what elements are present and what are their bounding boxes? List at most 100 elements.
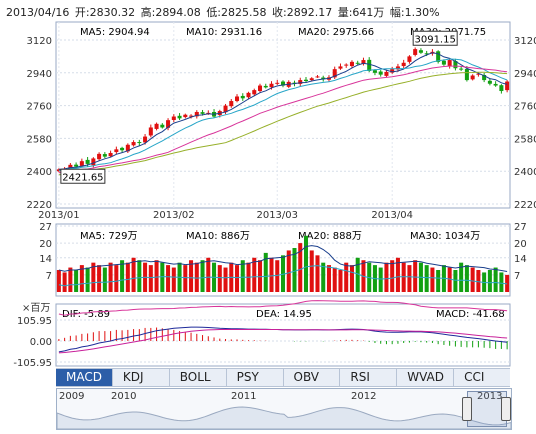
- candle: [114, 149, 119, 153]
- volume-bar: [401, 262, 406, 292]
- volume-bar: [395, 257, 400, 292]
- date-range-navigator[interactable]: 2009 2010 2011 2012 2013: [56, 388, 512, 430]
- navigator-area: [57, 406, 511, 429]
- price-ytick-left: 2400: [27, 167, 52, 178]
- candle: [194, 111, 199, 117]
- low-annotation-label: 2421.65: [62, 172, 103, 183]
- price-ytick-right: 2940: [514, 69, 536, 80]
- indicator-tabs: MACD KDJ BOLL PSY OBV RSI WVAD CCI: [56, 368, 510, 387]
- volume-legend-ma20: MA20: 888万: [298, 231, 362, 242]
- price-ytick-right: 2580: [514, 134, 536, 145]
- candle: [378, 71, 383, 75]
- tab-kdj[interactable]: KDJ: [113, 369, 170, 386]
- volume-ytick-right: 20: [514, 239, 527, 250]
- volume-ma10-line: [58, 265, 508, 287]
- candle: [424, 53, 429, 55]
- candle: [321, 77, 326, 80]
- navigator-sparkline: [57, 406, 511, 429]
- high-annotation-box: [412, 30, 458, 46]
- tab-macd[interactable]: MACD: [56, 369, 113, 386]
- tab-cci[interactable]: CCI: [464, 370, 485, 384]
- candle: [275, 82, 280, 84]
- candle: [505, 81, 510, 91]
- candle: [246, 92, 251, 98]
- volume-bar: [315, 255, 320, 292]
- candle: [200, 112, 205, 114]
- volume-bar: [189, 260, 194, 292]
- volume-bar: [470, 267, 475, 292]
- navigator-year-2009: 2009: [59, 391, 85, 402]
- price-legend-ma10: MA10: 2931.16: [186, 27, 263, 38]
- quote-low: 低:2825.58: [206, 6, 267, 19]
- volume-bar: [453, 270, 458, 292]
- tab-obv[interactable]: OBV: [284, 369, 341, 386]
- price-ytick-left: 3120: [27, 36, 52, 47]
- volume-bar: [309, 250, 314, 292]
- volume-bar: [424, 265, 429, 292]
- candle: [464, 68, 469, 81]
- navigator-left-handle[interactable]: [462, 397, 472, 421]
- candle: [235, 96, 240, 102]
- candle: [97, 153, 102, 160]
- quote-close: 收:2892.17: [272, 6, 333, 19]
- tab-psy[interactable]: PSY: [227, 369, 284, 386]
- candle: [223, 105, 228, 113]
- price-legend-ma5: MA5: 2904.94: [80, 27, 150, 38]
- volume-bar: [476, 270, 481, 292]
- candle: [447, 60, 452, 67]
- price-xtick: 2013/02: [153, 210, 195, 221]
- volume-bar: [120, 260, 125, 292]
- candle: [85, 159, 90, 164]
- candle: [102, 154, 107, 157]
- macd-ytick-left: 0.00: [30, 337, 52, 348]
- candle: [390, 69, 395, 73]
- volume-bar: [459, 262, 464, 292]
- volume-ma5-line: [58, 245, 508, 272]
- high-annotation-label: 3091.15: [414, 34, 455, 45]
- navigator-year-2010: 2010: [111, 391, 137, 402]
- candle: [338, 66, 343, 69]
- volume-bar: [154, 260, 159, 292]
- price-ytick-left: 2220: [27, 200, 52, 211]
- navigator-right-handle[interactable]: [501, 397, 511, 421]
- candle: [315, 76, 320, 78]
- candle: [344, 64, 349, 66]
- candle: [332, 69, 337, 78]
- volume-bar: [194, 262, 199, 292]
- candle: [74, 164, 79, 167]
- tab-rsi[interactable]: RSI: [340, 369, 398, 386]
- candle: [361, 60, 366, 65]
- volume-bar: [464, 265, 469, 292]
- volume-bar: [430, 267, 435, 292]
- candle: [372, 70, 377, 73]
- volume-bar: [68, 267, 73, 292]
- candle: [258, 85, 263, 92]
- navigator-year-2012: 2012: [351, 391, 377, 402]
- volume-bar: [487, 270, 492, 292]
- candle: [91, 158, 96, 166]
- volume-bar: [413, 260, 418, 292]
- candle: [441, 60, 446, 65]
- volume-bar: [355, 257, 360, 292]
- volume-ytick-left: 20: [39, 239, 52, 250]
- price-panel-frame: [55, 21, 511, 209]
- price-ytick-right: 2400: [514, 167, 536, 178]
- tab-wvad[interactable]: WVAD: [397, 369, 455, 386]
- candle: [418, 50, 423, 53]
- volume-bar: [74, 270, 79, 292]
- tab-boll[interactable]: BOLL: [170, 369, 227, 386]
- candle: [269, 83, 274, 88]
- volume-bar: [252, 257, 257, 292]
- volume-bar: [384, 262, 389, 292]
- volume-bar: [286, 250, 291, 292]
- candle: [79, 161, 84, 166]
- candle: [189, 115, 194, 117]
- volume-bar: [338, 270, 343, 292]
- volume-bar: [160, 262, 165, 292]
- volume-bar: [223, 267, 228, 292]
- candle: [183, 114, 188, 118]
- volume-bar: [166, 265, 171, 292]
- candle: [453, 60, 458, 69]
- volume-bar: [298, 243, 303, 292]
